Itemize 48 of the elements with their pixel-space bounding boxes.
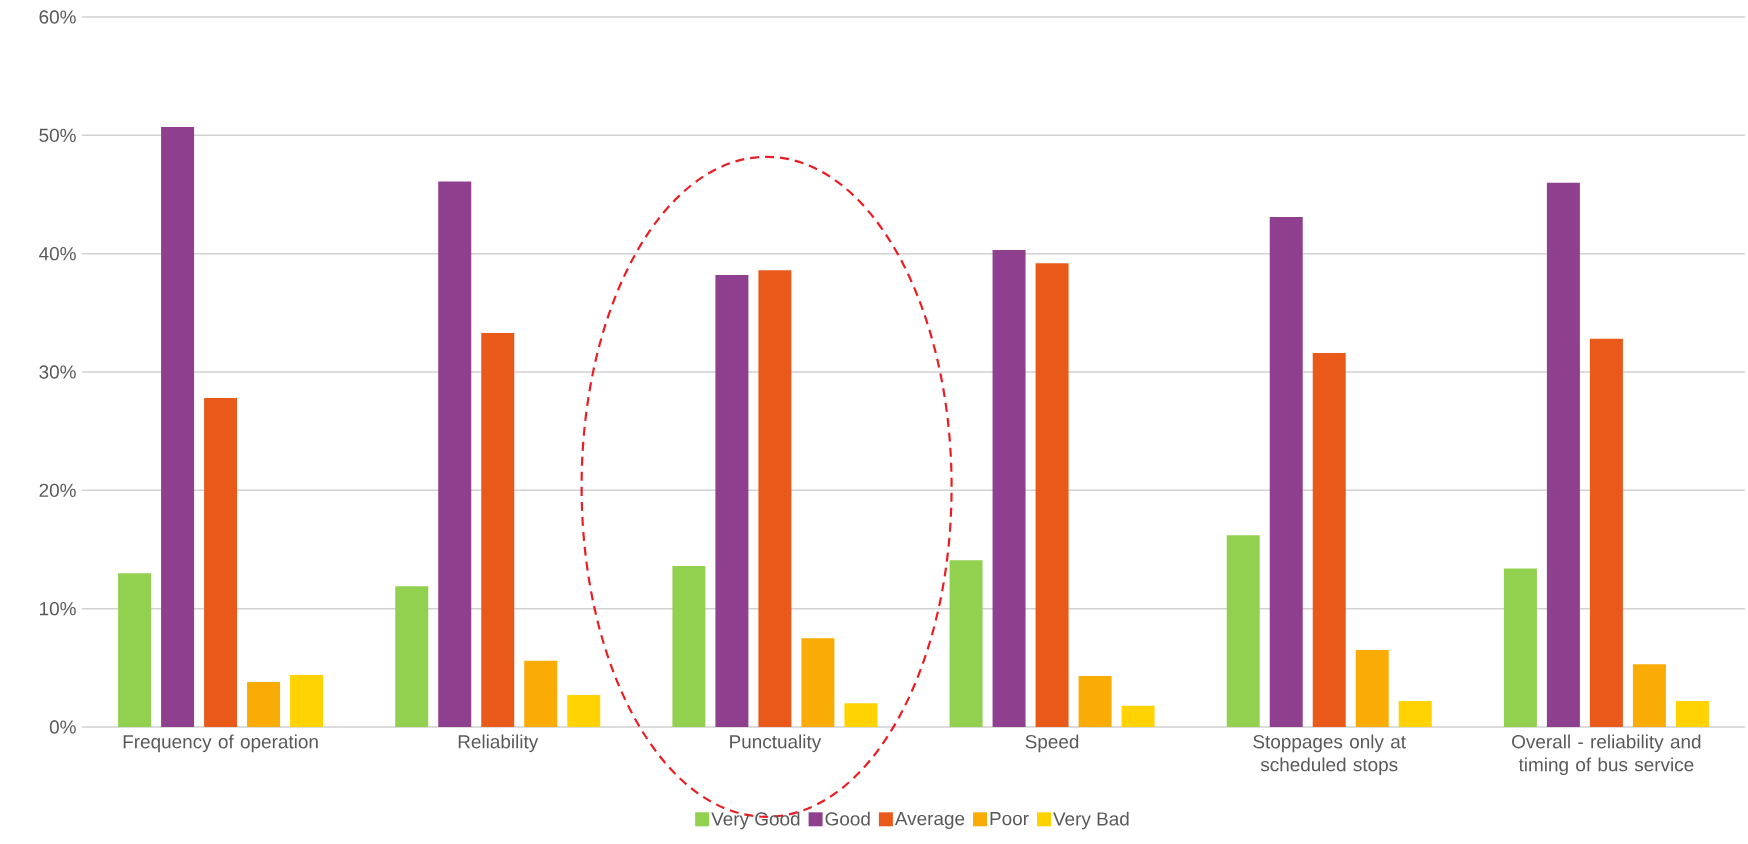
y-tick-label: 50%	[39, 128, 76, 143]
bar	[1121, 705, 1155, 727]
bar	[1675, 700, 1709, 727]
bar	[715, 274, 749, 727]
bar	[161, 127, 195, 727]
bar	[247, 682, 281, 727]
bar	[567, 695, 601, 727]
y-tick-label: 40%	[39, 246, 76, 261]
bar	[1632, 664, 1666, 727]
legend-label: Very Bad	[1053, 811, 1129, 830]
bar	[481, 332, 515, 727]
bar	[672, 566, 706, 727]
bar	[1589, 338, 1623, 727]
bar	[524, 660, 558, 727]
bar	[992, 250, 1026, 727]
bar	[844, 703, 878, 727]
bar	[758, 270, 792, 727]
bar	[1035, 263, 1069, 727]
x-tick-label: Speed	[1025, 734, 1079, 753]
bar	[118, 573, 152, 727]
bar	[949, 560, 983, 727]
x-tick-label: Overall - reliability and timing of bus service	[1512, 734, 1701, 776]
x-tick-label: Punctuality	[730, 734, 822, 753]
legend-label: Very Good	[711, 811, 800, 830]
y-tick-label: 60%	[39, 10, 76, 24]
legend-label: Poor	[990, 812, 1029, 826]
y-tick-label: 30%	[39, 365, 76, 379]
bar	[1312, 353, 1346, 727]
bar	[395, 586, 429, 727]
y-tick-label: 10%	[40, 601, 76, 616]
x-tick-label: Stoppages only at scheduled stops	[1253, 734, 1406, 776]
bar	[1503, 568, 1537, 727]
bar	[1398, 700, 1432, 727]
legend-label: Good	[825, 811, 870, 826]
legend-label: Average	[894, 812, 965, 829]
y-tick-label: 0%	[49, 720, 76, 734]
bar	[204, 398, 238, 727]
bar	[1269, 216, 1303, 727]
bar	[1226, 535, 1260, 727]
bar	[801, 638, 835, 727]
bar	[290, 674, 324, 727]
x-tick-label: Frequency of operation	[123, 734, 318, 753]
bar	[1355, 650, 1389, 727]
bar	[1078, 676, 1112, 727]
y-tick-label: 20%	[39, 483, 76, 498]
bar	[1546, 182, 1580, 727]
bar	[438, 181, 472, 727]
x-tick-label: Reliability	[458, 734, 539, 753]
